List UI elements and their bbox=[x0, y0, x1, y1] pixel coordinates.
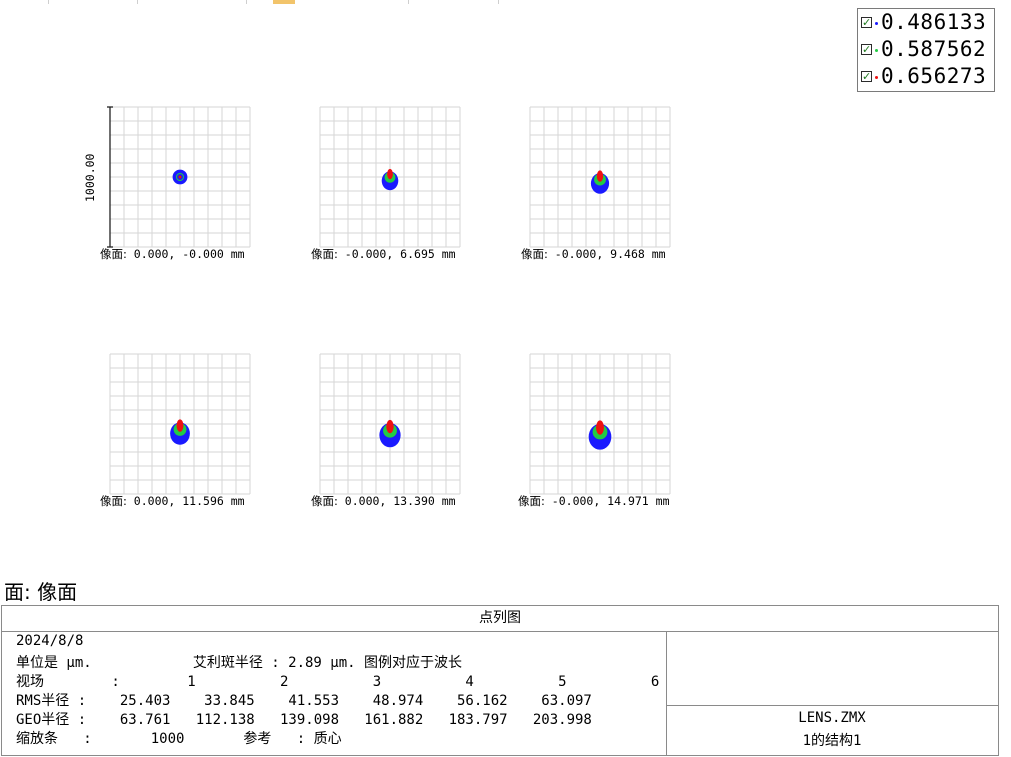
checkbox-icon[interactable]: ✓ bbox=[861, 16, 872, 29]
scale-bar-label: 1000.00 bbox=[83, 153, 97, 202]
spot-plot bbox=[319, 353, 461, 495]
spot-red bbox=[596, 420, 604, 435]
date-text: 2024/8/8 bbox=[16, 633, 84, 649]
spot-caption-1: 像面: 0.000, -0.000 mm bbox=[100, 246, 245, 262]
spot-plot bbox=[529, 106, 671, 248]
legend-wavelength: 0.656273 bbox=[881, 64, 987, 88]
caption-prefix: 像面: bbox=[311, 494, 338, 508]
caption-coords: 0.000, -0.000 mm bbox=[126, 247, 245, 261]
caption-prefix: 像面: bbox=[100, 494, 127, 508]
spot-caption-4: 像面: 0.000, 11.596 mm bbox=[100, 493, 245, 509]
rms-radius-line: RMS半径 : 25.403 33.845 41.553 48.974 56.1… bbox=[16, 693, 592, 709]
caption-coords: -0.000, 6.695 mm bbox=[337, 247, 456, 261]
legend-item-1[interactable]: ✓ 0.486133 bbox=[858, 10, 996, 38]
scale-line: 缩放条 : 1000 参考 : 质心 bbox=[16, 731, 342, 747]
info-title: 点列图 bbox=[2, 606, 998, 632]
legend-wavelength: 0.486133 bbox=[881, 10, 987, 34]
toolbar-highlight-tab[interactable] bbox=[273, 0, 295, 4]
info-right-divider bbox=[666, 705, 998, 706]
legend-color-dot bbox=[875, 49, 878, 52]
spot-plot bbox=[529, 353, 671, 495]
caption-prefix: 像面: bbox=[521, 247, 548, 261]
spot-caption-2: 像面: -0.000, 6.695 mm bbox=[311, 246, 456, 262]
spot-plot bbox=[319, 106, 461, 248]
spot-red bbox=[596, 170, 604, 182]
spot-red bbox=[178, 175, 182, 179]
legend-wavelength: 0.587562 bbox=[881, 37, 987, 61]
caption-coords: 0.000, 13.390 mm bbox=[337, 494, 456, 508]
legend-color-dot bbox=[875, 76, 878, 79]
spot-green bbox=[176, 173, 184, 181]
checkbox-icon[interactable]: ✓ bbox=[861, 70, 872, 83]
field-line: 视场 : 1 2 3 4 5 6 bbox=[16, 674, 660, 690]
surface-title: 面: 像面 bbox=[4, 580, 78, 604]
legend-item-2[interactable]: ✓ 0.587562 bbox=[858, 37, 996, 65]
spot-caption-5: 像面: 0.000, 13.390 mm bbox=[311, 493, 456, 509]
caption-coords: -0.000, 9.468 mm bbox=[547, 247, 666, 261]
caption-prefix: 像面: bbox=[311, 247, 338, 261]
spot-red bbox=[387, 168, 393, 180]
configuration-label: 1的结构1 bbox=[802, 733, 862, 749]
spot-diagram-4 bbox=[109, 353, 251, 495]
caption-prefix: 像面: bbox=[100, 247, 127, 261]
top-toolbar-strip bbox=[0, 0, 1011, 4]
file-name: LENS.ZMX bbox=[798, 710, 866, 726]
units-line: 单位是 μm. 艾利斑半径 : 2.89 μm. 图例对应于波长 bbox=[16, 655, 463, 671]
info-panel: 点列图 2024/8/8 单位是 μm. 艾利斑半径 : 2.89 μm. 图例… bbox=[1, 605, 999, 756]
spot-diagram-5 bbox=[319, 353, 461, 495]
wavelength-legend: ✓ 0.486133 ✓ 0.587562 ✓ 0.656273 bbox=[857, 8, 995, 92]
spot-caption-6: 像面: -0.000, 14.971 mm bbox=[518, 493, 670, 509]
spot-diagram-6 bbox=[529, 353, 671, 495]
caption-coords: -0.000, 14.971 mm bbox=[544, 494, 670, 508]
spot-plot bbox=[107, 106, 251, 248]
spot-plot bbox=[109, 353, 251, 495]
legend-item-3[interactable]: ✓ 0.656273 bbox=[858, 64, 996, 92]
caption-coords: 0.000, 11.596 mm bbox=[126, 494, 245, 508]
spot-diagram-2 bbox=[319, 106, 461, 248]
spot-caption-3: 像面: -0.000, 9.468 mm bbox=[521, 246, 666, 262]
info-left-cell: 2024/8/8 单位是 μm. 艾利斑半径 : 2.89 μm. 图例对应于波… bbox=[2, 631, 667, 755]
geo-radius-line: GEO半径 : 63.761 112.138 139.098 161.882 1… bbox=[16, 712, 592, 728]
spot-red bbox=[386, 419, 394, 434]
spot-diagram-1 bbox=[107, 106, 251, 248]
spot-diagram-3 bbox=[529, 106, 671, 248]
spot-red bbox=[176, 419, 184, 432]
legend-color-dot bbox=[875, 22, 878, 25]
checkbox-icon[interactable]: ✓ bbox=[861, 43, 872, 56]
caption-prefix: 像面: bbox=[518, 494, 545, 508]
